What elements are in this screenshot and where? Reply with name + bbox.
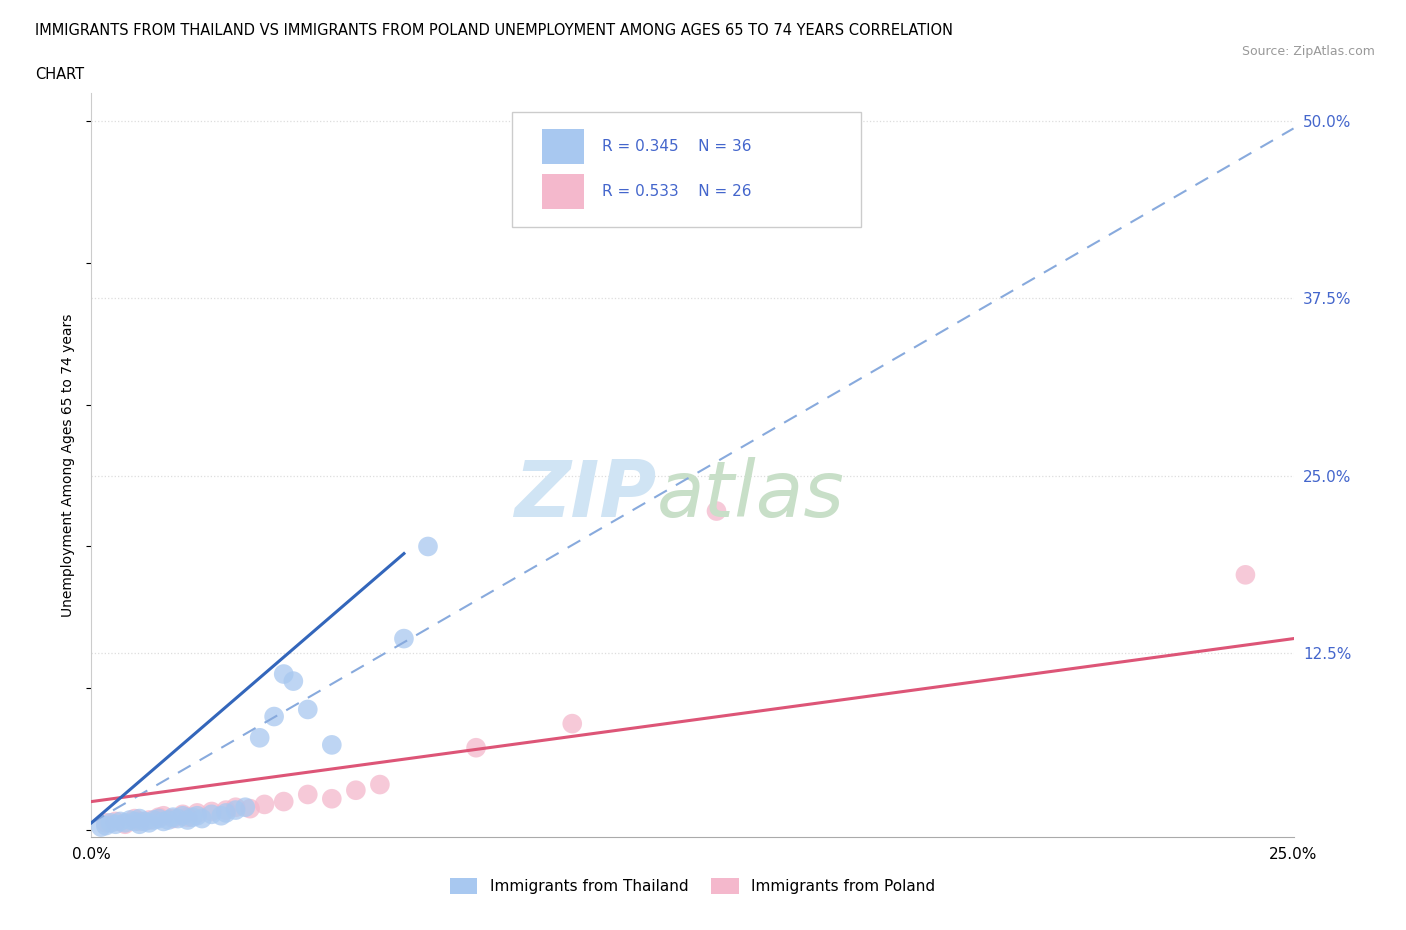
Point (368, 777, 391, 792)
Text: R = 0.533    N = 26: R = 0.533 N = 26 (602, 184, 752, 199)
Bar (543, 174, 585, 209)
Point (167, 811, 190, 826)
Point (239, 802, 262, 817)
Point (134, 814, 156, 829)
Point (201, 804, 224, 819)
Point (124, 814, 146, 829)
Point (148, 811, 170, 826)
Text: R = 0.345    N = 36: R = 0.345 N = 36 (602, 139, 752, 153)
Point (1234, 567, 1257, 582)
Y-axis label: Unemployment Among Ages 65 to 74 years: Unemployment Among Ages 65 to 74 years (62, 313, 76, 617)
Point (191, 811, 214, 826)
Point (253, 797, 276, 812)
Point (124, 811, 146, 826)
Point (176, 813, 198, 828)
Text: CHART: CHART (35, 67, 84, 82)
Point (273, 667, 295, 682)
Point (138, 813, 160, 828)
Point (148, 810, 170, 825)
Point (172, 807, 194, 822)
Point (561, 716, 583, 731)
Point (157, 813, 180, 828)
Point (100, 816, 122, 830)
Point (465, 740, 488, 755)
Point (114, 817, 136, 831)
Point (225, 800, 247, 815)
Point (104, 814, 127, 829)
Point (416, 539, 439, 554)
Point (104, 817, 127, 831)
Point (152, 814, 174, 829)
FancyBboxPatch shape (512, 112, 860, 227)
Point (94, 816, 117, 830)
Point (142, 813, 165, 828)
Point (90, 819, 112, 834)
Point (128, 811, 150, 826)
Point (706, 504, 728, 519)
Point (215, 805, 238, 820)
Point (162, 810, 184, 825)
Point (114, 816, 136, 830)
Point (321, 791, 343, 806)
Point (94, 818, 117, 833)
Point (392, 631, 415, 646)
Point (176, 810, 198, 825)
Point (209, 808, 232, 823)
Point (225, 803, 247, 817)
Point (263, 709, 285, 724)
Legend: Immigrants from Thailand, Immigrants from Poland: Immigrants from Thailand, Immigrants fro… (444, 871, 941, 900)
Text: IMMIGRANTS FROM THAILAND VS IMMIGRANTS FROM POLAND UNEMPLOYMENT AMONG AGES 65 TO: IMMIGRANTS FROM THAILAND VS IMMIGRANTS F… (35, 23, 953, 38)
Point (172, 808, 194, 823)
Point (249, 730, 271, 745)
Point (110, 814, 132, 829)
Point (162, 811, 184, 826)
Point (273, 794, 295, 809)
Point (128, 814, 150, 829)
Point (283, 673, 305, 688)
Text: ZIP: ZIP (515, 457, 657, 533)
Point (186, 805, 208, 820)
Point (128, 817, 150, 831)
Text: Source: ZipAtlas.com: Source: ZipAtlas.com (1241, 45, 1375, 58)
Point (233, 800, 256, 815)
Point (186, 808, 208, 823)
Bar (543, 128, 585, 165)
Point (118, 813, 141, 828)
Point (297, 702, 319, 717)
Point (201, 807, 224, 822)
Point (152, 808, 174, 823)
Point (297, 787, 319, 802)
Point (138, 816, 160, 830)
Point (321, 737, 343, 752)
Point (344, 783, 367, 798)
Point (181, 810, 204, 825)
Point (215, 803, 238, 817)
Text: atlas: atlas (657, 457, 844, 533)
